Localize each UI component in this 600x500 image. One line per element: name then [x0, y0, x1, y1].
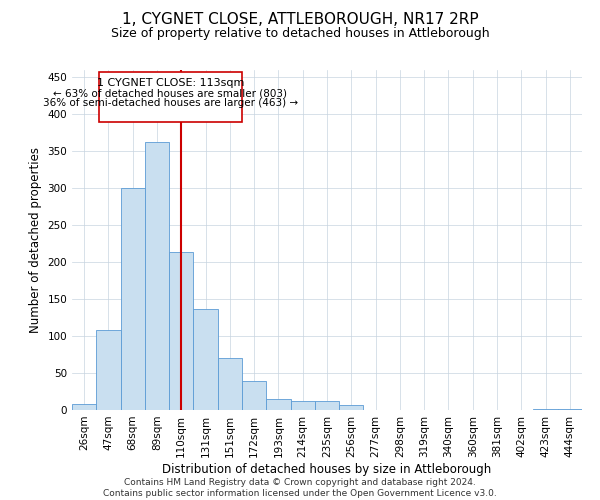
Bar	[266, 399, 290, 410]
Bar	[72, 404, 96, 410]
Y-axis label: Number of detached properties: Number of detached properties	[29, 147, 42, 333]
X-axis label: Distribution of detached houses by size in Attleborough: Distribution of detached houses by size …	[163, 462, 491, 475]
Bar	[169, 252, 193, 410]
Text: ← 63% of detached houses are smaller (803): ← 63% of detached houses are smaller (80…	[53, 88, 287, 99]
Bar	[218, 358, 242, 410]
Text: 36% of semi-detached houses are larger (463) →: 36% of semi-detached houses are larger (…	[43, 98, 298, 108]
Bar	[242, 381, 266, 410]
Bar	[193, 310, 218, 410]
Bar	[315, 401, 339, 410]
Bar	[533, 408, 558, 410]
Bar	[121, 188, 145, 410]
Bar	[96, 330, 121, 410]
Text: Contains HM Land Registry data © Crown copyright and database right 2024.
Contai: Contains HM Land Registry data © Crown c…	[103, 478, 497, 498]
Bar	[145, 142, 169, 410]
Text: 1, CYGNET CLOSE, ATTLEBOROUGH, NR17 2RP: 1, CYGNET CLOSE, ATTLEBOROUGH, NR17 2RP	[122, 12, 478, 28]
Text: 1 CYGNET CLOSE: 113sqm: 1 CYGNET CLOSE: 113sqm	[97, 78, 244, 88]
Text: Size of property relative to detached houses in Attleborough: Size of property relative to detached ho…	[110, 28, 490, 40]
Bar	[339, 405, 364, 410]
Bar	[558, 408, 582, 410]
Bar	[290, 401, 315, 410]
FancyBboxPatch shape	[99, 72, 242, 122]
